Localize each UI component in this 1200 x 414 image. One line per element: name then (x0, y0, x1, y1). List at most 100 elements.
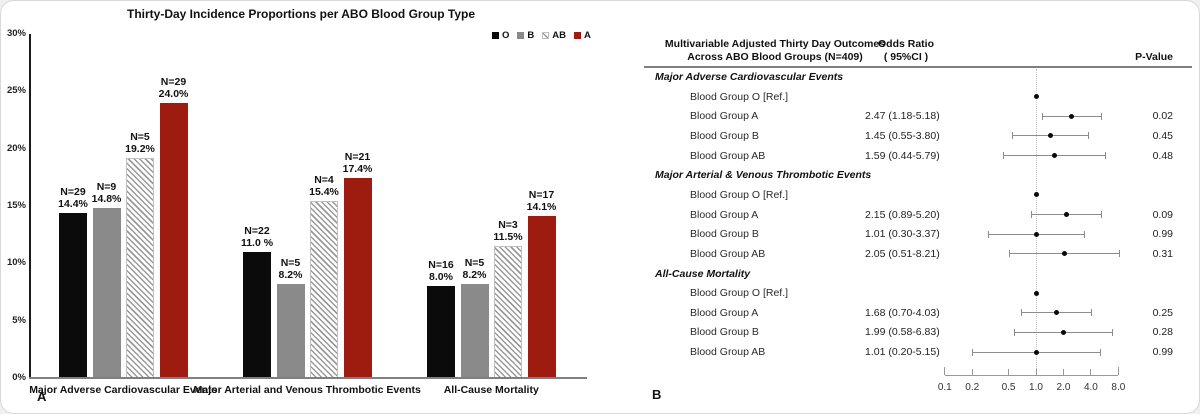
bar-n-label: N=9 (96, 181, 117, 194)
forest-point (1051, 153, 1057, 159)
forest-point (1033, 231, 1039, 237)
bar-value-label: N=21 17.4% (328, 151, 388, 175)
forest-p-value: 0.02 (1152, 110, 1173, 123)
category-label: Major Adverse Cardiovascular Events (29, 384, 218, 396)
forest-row-label: Blood Group A (690, 208, 759, 221)
legend-swatch-o (492, 32, 499, 39)
category-label: All-Cause Mortality (443, 384, 539, 396)
forest-x-axis-tick (1062, 369, 1064, 375)
forest-cap-right (1090, 309, 1092, 317)
forest-p-value: 0.31 (1152, 247, 1173, 260)
bar-pct-label: 8.2% (462, 268, 487, 281)
forest-cap-left (1008, 250, 1010, 258)
forest-p-value: 0.99 (1152, 346, 1173, 359)
y-axis-line (29, 34, 31, 378)
forest-point (1033, 192, 1039, 198)
forest-point (1054, 310, 1060, 316)
forest-header-outcomes: Multivariable Adjusted Thirty Day Outcom… (649, 38, 901, 64)
bar-pct-label: 14.4% (58, 197, 88, 210)
bar-chart-legend: O B AB A (484, 30, 591, 41)
bar-n-label: N=29 (60, 185, 86, 198)
forest-cap-left (1002, 152, 1004, 160)
forest-or-value: 1.01 (0.20-5.15) (865, 346, 940, 359)
bar-n-label: N=16 (428, 259, 454, 272)
y-axis-tick-label: 5% (12, 314, 26, 326)
forest-point (1061, 251, 1067, 257)
bar-value-label: N=4 15.4% (294, 174, 354, 198)
forest-p-value: 0.45 (1152, 129, 1173, 142)
forest-row-label: Blood Group B (690, 228, 759, 241)
forest-point (1033, 290, 1039, 296)
bar-n-label: N=5 (130, 130, 150, 143)
forest-x-axis-tick (1090, 369, 1092, 375)
y-axis-tick-label: 25% (6, 85, 26, 97)
forest-section-label: Major Adverse Cardiovascular Events (655, 71, 844, 83)
bar (126, 157, 154, 378)
bar-n-label: N=4 (314, 174, 334, 187)
forest-cap-left (971, 348, 973, 356)
forest-section-label: All-Cause Mortality (655, 267, 751, 280)
legend-item: B (517, 30, 534, 41)
forest-x-axis-tick (1117, 367, 1119, 375)
forest-x-axis-tick-label: 4.0 (1083, 382, 1098, 393)
x-axis-line (29, 377, 587, 379)
forest-x-axis-tick (971, 369, 973, 375)
forest-x-axis-line (944, 375, 1119, 376)
bar-pct-label: 19.2% (125, 142, 155, 155)
bar-n-label: N=29 (160, 75, 187, 88)
bar-pct-label: 11.5% (493, 231, 523, 244)
forest-cap-left (1042, 112, 1044, 120)
forest-section-label: Major Arterial & Venous Thrombotic Event… (655, 169, 872, 182)
bar-pct-label: 15.4% (309, 186, 339, 199)
forest-p-value: 0.25 (1152, 306, 1173, 319)
bar-value-label: N=22 11.0 % (227, 225, 287, 249)
bar-value-label: N=29 14.4% (43, 186, 103, 210)
legend-swatch-b (517, 32, 525, 39)
forest-header-or-line1: Odds Ratio (877, 38, 934, 50)
forest-cap-right (1111, 328, 1113, 336)
forest-cap-left (987, 230, 989, 238)
bar-pct-label: 8.2% (278, 268, 303, 281)
forest-header-outcomes-line1: Multivariable Adjusted Thirty Day Outcom… (664, 38, 886, 50)
bar (310, 201, 338, 378)
forest-row-label: Blood Group A (690, 306, 759, 319)
forest-row-label: Blood Group AB (690, 346, 766, 359)
bar-n-label: N=21 (344, 151, 371, 164)
bar (427, 286, 455, 378)
bar-value-label: N=29 24.0% (144, 76, 204, 100)
forest-p-value: 0.48 (1152, 149, 1173, 162)
forest-point (1069, 113, 1075, 119)
forest-cap-left (1013, 328, 1015, 336)
bar-pct-label: 14.1% (526, 201, 557, 214)
bar-pct-label: 17.4% (342, 163, 373, 176)
legend-item: A (574, 30, 591, 41)
bar-pct-label: 24.0% (158, 87, 189, 100)
forest-or-value: 2.47 (1.18-5.18) (865, 110, 940, 123)
y-axis-tick-label: 20% (6, 142, 26, 154)
forest-row-label: Blood Group B (690, 326, 759, 339)
forest-cap-right (1100, 348, 1102, 356)
bar-value-label: N=3 11.5% (478, 219, 538, 243)
bar-pct-label: 11.0 % (240, 236, 274, 249)
forest-row-label: Blood Group O [Ref.] (690, 90, 789, 103)
y-axis-tick-label: 0% (12, 372, 26, 383)
y-axis-tick-label: 15% (6, 200, 26, 211)
bar (92, 208, 121, 378)
forest-header-pvalue: P-Value (1135, 51, 1173, 63)
bar (527, 216, 556, 378)
bar-value-label: N=16 8.0% (411, 259, 471, 283)
forest-or-value: 2.05 (0.51-8.21) (865, 247, 940, 260)
forest-row-label: Blood Group AB (690, 149, 766, 162)
forest-p-value: 0.09 (1152, 208, 1173, 221)
legend-label: A (584, 30, 591, 41)
forest-cap-right (1083, 230, 1085, 238)
forest-cap-right (1105, 152, 1107, 160)
forest-row-label: Blood Group O [Ref.] (690, 188, 789, 201)
legend-item: O (492, 30, 509, 41)
bar-n-label: N=22 (244, 224, 270, 237)
forest-or-value: 1.01 (0.30-3.37) (865, 228, 940, 241)
forest-or-value: 1.99 (0.58-6.83) (865, 326, 940, 339)
legend-item: AB (542, 30, 566, 41)
bar-value-label: N=9 14.8% (77, 181, 137, 205)
